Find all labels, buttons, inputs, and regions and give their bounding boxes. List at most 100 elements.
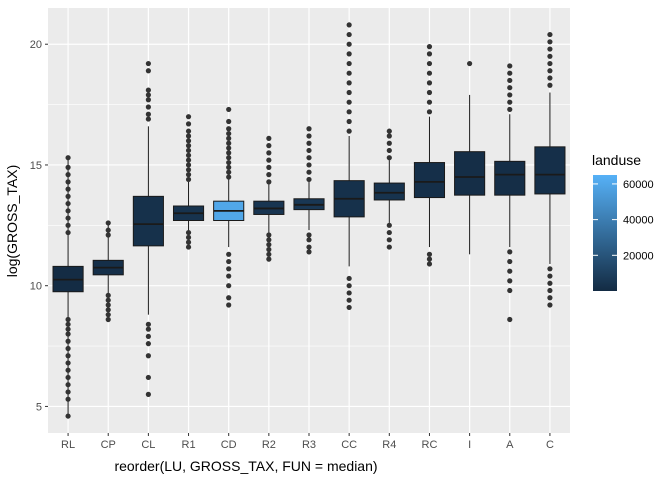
outlier-point [547,302,553,308]
outlier-point [507,85,513,91]
outlier-point [507,268,513,274]
outlier-point [426,60,433,67]
outlier-point [507,92,513,98]
box-body [494,160,526,196]
outlier-point [65,353,71,359]
outlier-point [507,278,513,284]
x-tick-label: CD [221,439,237,451]
outlier-point [145,353,151,359]
outlier-point [65,179,71,185]
outlier-point [426,256,433,262]
x-tick-label: R1 [182,439,196,451]
x-tick-label: R4 [382,439,396,451]
outlier-point [65,164,71,170]
outlier-point [426,44,433,50]
outlier-point [65,193,71,199]
outlier-point [185,244,192,250]
outlier-point [145,341,151,347]
outlier-point [185,143,192,149]
outlier-point [65,222,71,228]
outlier-point [226,258,232,265]
outlier-point [266,164,272,170]
outlier-point [346,70,352,76]
outlier-point [185,172,192,178]
outlier-point [386,244,392,250]
outlier-point [226,295,232,301]
outlier-point [386,128,392,134]
outlier-point [65,413,71,419]
outlier-point [346,51,352,57]
y-tick-label: 20 [30,39,42,51]
outlier-point [226,266,232,272]
x-axis-ticks: RL CP CL R1 CD R2 R3 CC R4 RC I A C [61,433,554,451]
outlier-point [426,261,433,267]
box-body [454,151,486,196]
outlier-point [306,237,312,243]
legend-tick-label: 40000 [623,215,654,227]
outlier-point [226,159,232,166]
x-tick-label: C [546,439,554,451]
outlier-point [346,109,352,115]
outlier-point [65,382,71,388]
outlier-point [507,70,513,76]
outlier-point [467,60,473,67]
outlier-point [226,106,232,113]
y-axis-ticks: 5 10 15 20 [30,39,48,413]
outlier-point [346,128,352,134]
box-I [454,60,486,255]
outlier-point [65,186,71,192]
outlier-point [226,302,232,308]
outlier-point [346,89,352,96]
y-tick-label: 10 [30,281,42,293]
outlier-point [507,316,513,323]
outlier-point [507,249,513,255]
box-body [534,146,566,195]
box-body [132,195,164,247]
legend-tick-label: 20000 [623,250,654,262]
outlier-point [65,208,71,214]
x-tick-label: RL [61,439,75,451]
y-tick-label: 5 [36,401,42,413]
outlier-point [507,287,513,294]
outlier-point [185,128,192,134]
outlier-point [65,316,71,323]
outlier-point [547,68,553,74]
outlier-point [185,147,192,154]
outlier-point [226,126,232,132]
outlier-point [226,283,232,289]
outlier-point [145,374,151,381]
box-body [413,162,446,199]
box-R1 [172,114,205,250]
outlier-point [507,63,513,69]
outlier-point [346,31,352,38]
legend-ticks: 20000 40000 60000 [593,179,654,262]
outlier-point [346,41,352,47]
outlier-point [226,130,232,137]
outlier-point [65,389,71,395]
outlier-point [65,321,71,327]
outlier-point [507,258,513,265]
outlier-point [145,116,151,122]
outlier-point [346,60,352,67]
x-tick-label: CP [101,439,116,451]
outlier-point [105,232,111,238]
outlier-point [145,326,151,332]
outlier-point [306,140,312,146]
box-CP [92,220,124,323]
outlier-point [547,53,553,59]
outlier-point [145,87,151,93]
outlier-point [226,273,232,279]
outlier-point [346,275,352,282]
outlier-point [346,304,352,311]
x-tick-label: RC [422,439,438,451]
outlier-point [185,152,192,158]
outlier-point [266,143,272,149]
outlier-point [105,312,111,318]
y-tick-label: 15 [30,160,42,172]
legend: landuse 20000 40000 60000 [592,152,654,291]
outlier-point [386,155,392,161]
outlier-point [266,232,272,238]
outlier-point [426,80,433,86]
outlier-point [306,249,312,255]
